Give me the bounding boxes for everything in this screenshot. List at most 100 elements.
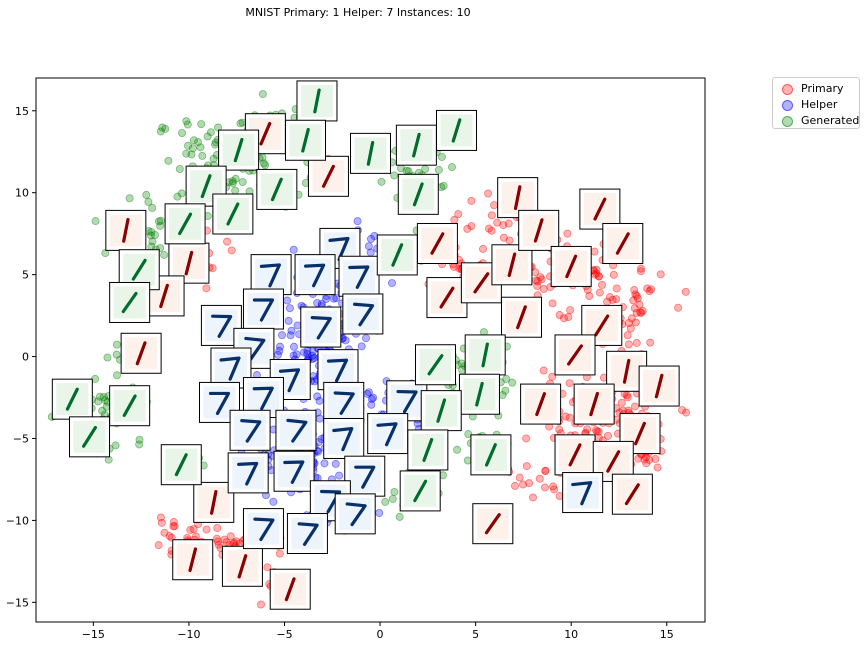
primary-thumbnail — [143, 275, 185, 317]
thumbnail-background — [205, 309, 238, 342]
primary-point — [499, 233, 508, 242]
digit-1-stroke — [188, 547, 198, 573]
helper-point — [275, 346, 284, 355]
generated-point — [95, 392, 104, 401]
helper-point — [292, 350, 301, 359]
primary-point — [522, 462, 531, 471]
helper-thumbnail — [229, 409, 271, 451]
generated-point — [390, 171, 399, 180]
y-tick-label: 5 — [22, 269, 29, 282]
generated-point — [502, 374, 511, 383]
digit-7-stroke — [240, 419, 262, 443]
primary-point — [636, 308, 645, 317]
primary-point — [585, 292, 594, 301]
generated-point — [177, 189, 186, 198]
primary-point — [191, 532, 200, 541]
thumbnail-background — [390, 384, 423, 417]
thumbnail-background — [247, 293, 280, 326]
digit-7-stroke — [283, 460, 305, 484]
primary-point — [605, 293, 614, 302]
helper-point — [341, 336, 350, 345]
digit-1-stroke — [135, 341, 147, 366]
generated-point — [197, 120, 206, 129]
generated-point — [188, 144, 197, 153]
primary-point — [550, 485, 559, 494]
generated-point — [160, 250, 169, 259]
primary-thumbnail — [554, 434, 596, 476]
generated-thumbnail — [256, 168, 298, 210]
legend-item-primary: Primary — [773, 81, 859, 96]
generated-point — [206, 128, 215, 137]
generated-point — [183, 120, 192, 129]
primary-point — [559, 314, 568, 323]
helper-point — [269, 497, 278, 506]
generated-thumbnail — [414, 344, 456, 386]
primary-point — [624, 340, 633, 349]
generated-point — [156, 221, 165, 230]
primary-point — [633, 294, 642, 303]
primary-thumbnail — [501, 296, 543, 338]
helper-thumbnail — [323, 381, 365, 423]
primary-point — [645, 455, 654, 464]
primary-point — [467, 196, 476, 205]
primary-marker — [782, 84, 793, 95]
thumbnail-background — [234, 414, 267, 447]
primary-point — [598, 280, 607, 289]
digit-7-stroke — [326, 358, 349, 383]
legend-label-helper: Helper — [801, 98, 838, 111]
primary-point — [548, 299, 557, 308]
helper-thumbnail — [242, 508, 284, 550]
generated-point — [112, 340, 121, 349]
helper-thumbnail — [273, 450, 315, 492]
legend: Primary Helper Generated — [772, 77, 860, 129]
digit-1-stroke — [606, 450, 621, 473]
generated-point — [125, 194, 134, 203]
helper-point — [287, 326, 296, 335]
y-tick-label: 10 — [15, 187, 29, 200]
primary-point — [681, 287, 690, 296]
helper-point — [353, 217, 362, 226]
generated-point — [390, 487, 399, 496]
digit-thumbnails — [51, 80, 680, 610]
primary-point — [223, 237, 232, 246]
primary-point — [636, 267, 645, 276]
generated-point — [98, 406, 107, 415]
helper-thumbnail — [250, 254, 292, 296]
generated-point — [144, 197, 153, 206]
generated-point — [146, 231, 155, 240]
primary-point — [623, 331, 632, 340]
generated-point — [111, 441, 120, 450]
primary-point — [555, 492, 564, 501]
helper-point — [369, 393, 378, 402]
primary-thumbnail — [611, 473, 653, 515]
primary-point — [519, 480, 528, 489]
generated-point — [148, 237, 157, 246]
digit-1-stroke — [122, 217, 130, 243]
generated-thumbnail — [458, 373, 500, 415]
primary-thumbnail — [497, 177, 539, 219]
digit-1-stroke — [284, 577, 296, 602]
digit-1-stroke — [535, 392, 547, 417]
primary-point — [479, 244, 488, 253]
helper-point — [332, 294, 341, 303]
digit-1-stroke — [589, 391, 600, 417]
primary-point — [541, 467, 550, 476]
primary-point — [504, 219, 513, 228]
primary-point — [154, 541, 163, 550]
primary-thumbnail — [426, 277, 468, 319]
primary-thumbnail — [550, 245, 592, 287]
primary-point — [627, 314, 636, 323]
digit-7-stroke — [253, 517, 275, 542]
generated-thumbnail — [212, 193, 254, 235]
digit-1-stroke — [484, 513, 501, 535]
digit-1-stroke — [422, 437, 434, 462]
primary-point — [566, 306, 575, 315]
helper-thumbnail — [338, 255, 380, 297]
digit-1-stroke — [412, 182, 424, 207]
primary-point — [583, 285, 592, 294]
primary-point — [169, 518, 178, 527]
generated-point — [161, 124, 170, 133]
helper-point — [283, 296, 292, 305]
thumbnail-background — [304, 311, 337, 344]
y-tick-label: −5 — [13, 432, 29, 445]
